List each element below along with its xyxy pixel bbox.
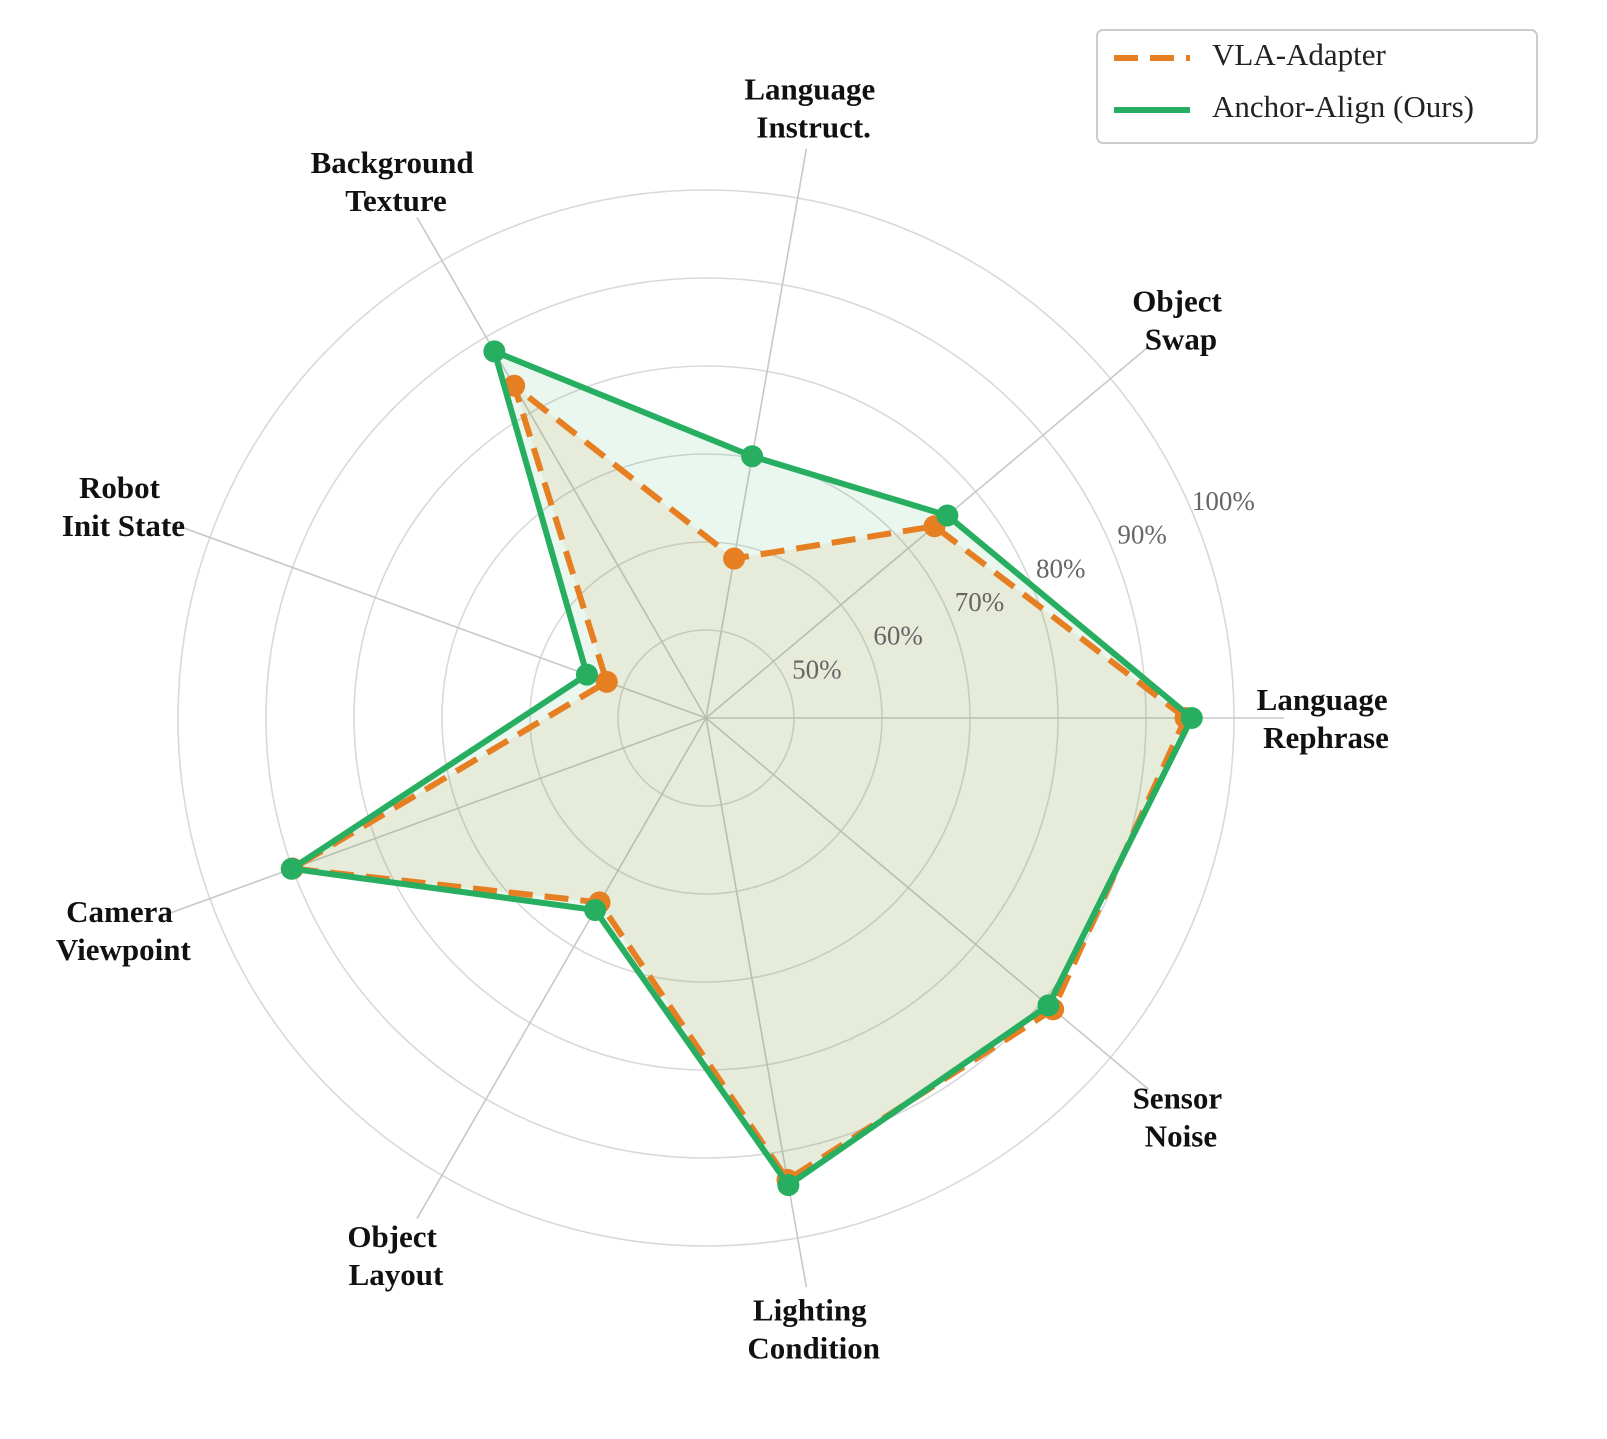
data-point: [575, 663, 598, 686]
labels: 50% 60% 70% 80% 90% 100% Language Rephrase Obje…: [56, 71, 1395, 1365]
category-label: Language Rephrase: [1257, 682, 1396, 755]
category-label: Object Swap: [1132, 283, 1229, 356]
category-label: Camera Viewpoint: [56, 894, 192, 967]
plot: [280, 340, 1203, 1197]
series-area: [291, 351, 1192, 1186]
axis-spoke: [416, 717, 707, 1219]
r-tick-label: 100%: [1192, 486, 1255, 516]
r-tick-label: 90%: [1117, 520, 1167, 550]
legend-label: VLA-Adapter: [1212, 37, 1387, 72]
data-point: [584, 899, 607, 922]
axis-spoke: [705, 148, 808, 719]
axis-spoke: [705, 717, 1150, 1091]
axis-spoke: [416, 217, 707, 719]
data-point: [1037, 994, 1060, 1017]
data-point: [741, 445, 764, 468]
data-point: [483, 340, 506, 363]
data-point: [723, 547, 746, 570]
category-label: Object Layout: [347, 1219, 444, 1292]
data-point: [595, 670, 618, 693]
category-label: Lighting Condition: [747, 1293, 880, 1366]
legend-label: Anchor-Align (Ours): [1212, 89, 1474, 124]
r-tick-label: 70%: [955, 587, 1005, 617]
series-line: [288, 348, 1195, 1189]
category-label: Language Instruct.: [744, 71, 883, 144]
data-point: [777, 1174, 800, 1197]
category-label: Robot Init State: [62, 470, 185, 543]
r-tick-label: 60%: [873, 621, 923, 651]
data-point: [1180, 707, 1203, 729]
series-area: [292, 385, 1186, 1180]
r-tick-label: 50%: [792, 654, 842, 684]
category-label: Background Texture: [311, 145, 482, 218]
legend-box: [1096, 29, 1538, 144]
r-tick-label: 80%: [1036, 553, 1086, 583]
data-point: [936, 504, 959, 527]
category-label: Sensor Noise: [1133, 1081, 1230, 1154]
legend: VLA-Adapter Anchor-Align (Ours): [1096, 29, 1538, 144]
axis-spoke: [162, 717, 707, 917]
data-point: [280, 857, 303, 880]
